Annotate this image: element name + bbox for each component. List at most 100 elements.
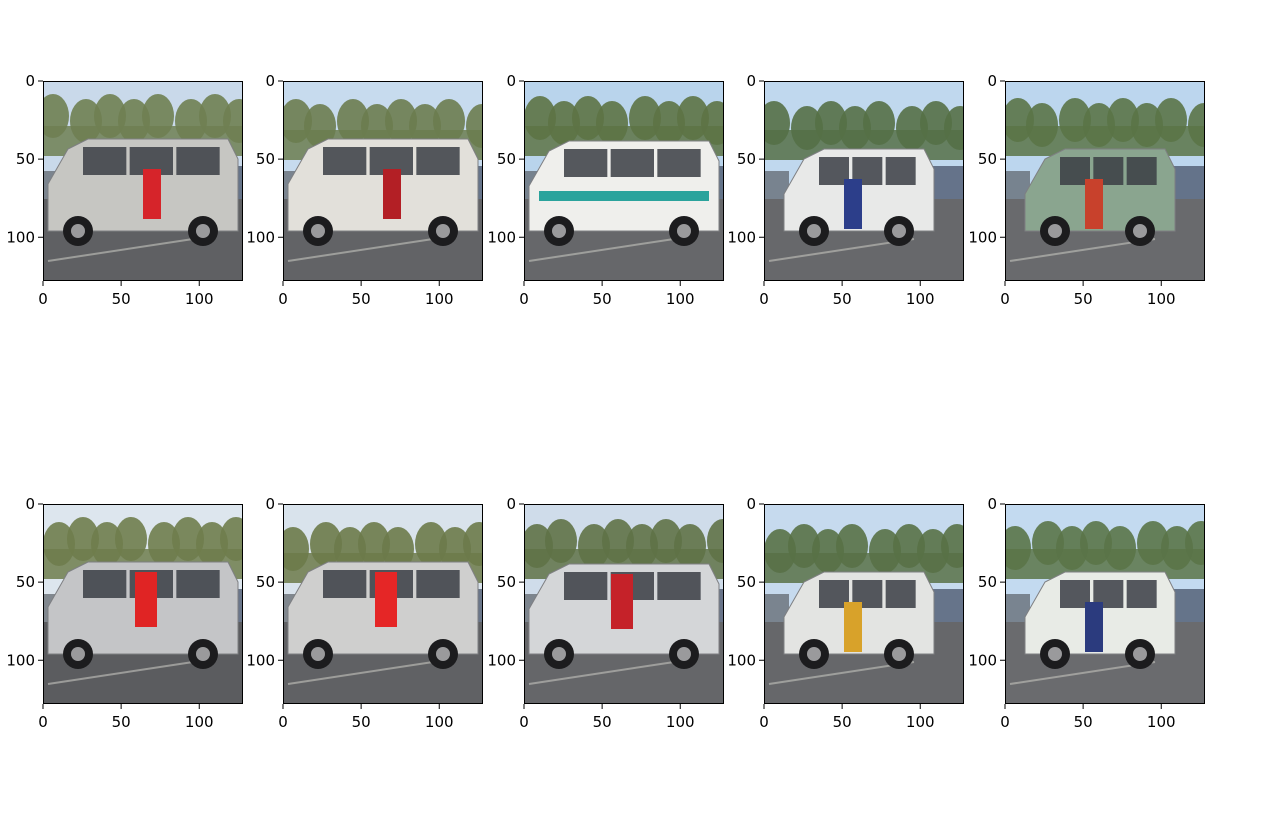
vehicle-window xyxy=(1126,157,1157,185)
y-tick-label: 0 xyxy=(265,495,275,513)
image-panel: 0 50 100 0 50 100 xyxy=(6,72,243,308)
vehicle-window xyxy=(323,147,367,175)
vehicle-accent xyxy=(539,191,709,201)
image-panel: 0 50 100 0 50 100 xyxy=(6,495,243,731)
y-tick-label: 50 xyxy=(737,573,756,591)
lane-marking xyxy=(528,238,675,262)
x-tick-label: 0 xyxy=(278,713,288,731)
x-tick-label: 0 xyxy=(278,290,288,308)
y-tick-label: 0 xyxy=(506,72,516,90)
image-panel: 0 50 100 0 50 100 xyxy=(487,495,724,731)
x-tick-label: 50 xyxy=(352,713,371,731)
x-tick-label: 50 xyxy=(352,290,371,308)
axes-frame xyxy=(764,81,964,281)
vehicle-window xyxy=(323,570,367,598)
vehicle-hubcap xyxy=(71,647,85,661)
vehicle-accent xyxy=(375,572,397,627)
vehicle-window xyxy=(885,157,916,185)
y-tick-label: 50 xyxy=(497,150,516,168)
lane-marking xyxy=(47,661,194,685)
y-tick-label: 0 xyxy=(506,495,516,513)
y-tick-label: 50 xyxy=(497,573,516,591)
x-tick-label: 100 xyxy=(1147,713,1176,731)
x-tick-label: 50 xyxy=(833,713,852,731)
axes-frame xyxy=(283,81,483,281)
vehicle-photo xyxy=(43,81,243,281)
axes-frame xyxy=(764,504,964,704)
vehicle-hubcap xyxy=(892,647,906,661)
y-tick-label: 100 xyxy=(487,651,516,669)
axes-frame xyxy=(1005,81,1205,281)
vehicle-hubcap xyxy=(196,647,210,661)
y-tick-label: 0 xyxy=(987,72,997,90)
vehicle-hubcap xyxy=(311,647,325,661)
x-tick-label: 0 xyxy=(1000,713,1010,731)
lane-marking xyxy=(287,238,434,262)
vehicle-hubcap xyxy=(552,647,566,661)
vehicle-window xyxy=(885,580,916,608)
lane-marking xyxy=(47,238,194,262)
vehicle-window xyxy=(1126,580,1157,608)
vehicle-photo xyxy=(1005,81,1205,281)
vehicle-hubcap xyxy=(677,647,691,661)
y-tick-label: 100 xyxy=(487,228,516,246)
x-tick-label: 100 xyxy=(906,290,935,308)
vehicle-hubcap xyxy=(677,224,691,238)
vehicle-photo xyxy=(524,504,724,704)
image-panel: 0 50 100 0 50 100 xyxy=(727,495,964,731)
vehicle-photo xyxy=(524,81,724,281)
y-tick-label: 0 xyxy=(25,495,35,513)
vehicle-hubcap xyxy=(436,224,450,238)
vehicle-hubcap xyxy=(1048,224,1062,238)
x-tick-label: 0 xyxy=(1000,290,1010,308)
vehicle-window xyxy=(416,147,460,175)
x-tick-label: 50 xyxy=(1074,713,1093,731)
vehicle-window xyxy=(416,570,460,598)
axes-frame xyxy=(43,504,243,704)
vehicle-hubcap xyxy=(1133,224,1147,238)
x-tick-label: 0 xyxy=(519,713,529,731)
x-tick-label: 100 xyxy=(666,713,695,731)
y-tick-label: 0 xyxy=(746,495,756,513)
y-tick-label: 100 xyxy=(246,228,275,246)
vehicle-hubcap xyxy=(196,224,210,238)
vehicle-hubcap xyxy=(892,224,906,238)
x-tick-label: 100 xyxy=(425,713,454,731)
vehicle-accent xyxy=(844,602,862,652)
axes-frame xyxy=(524,504,724,704)
y-tick-label: 50 xyxy=(256,573,275,591)
vehicle-photo xyxy=(764,81,964,281)
vehicle-accent xyxy=(1085,602,1103,652)
vehicle-window xyxy=(657,149,701,177)
x-tick-label: 0 xyxy=(38,713,48,731)
y-tick-label: 100 xyxy=(6,228,35,246)
x-tick-label: 50 xyxy=(112,713,131,731)
vehicle-hubcap xyxy=(1133,647,1147,661)
x-tick-label: 0 xyxy=(38,290,48,308)
vehicle-hubcap xyxy=(436,647,450,661)
vehicle-hubcap xyxy=(311,224,325,238)
axes-frame xyxy=(283,504,483,704)
x-tick-label: 100 xyxy=(425,290,454,308)
vehicle-window xyxy=(83,570,127,598)
x-tick-label: 0 xyxy=(519,290,529,308)
vehicle-accent xyxy=(143,169,161,219)
vehicle-accent xyxy=(1085,179,1103,229)
image-panel: 0 50 100 0 50 100 xyxy=(968,72,1205,308)
y-tick-label: 100 xyxy=(968,651,997,669)
y-tick-label: 0 xyxy=(746,72,756,90)
y-tick-label: 100 xyxy=(727,228,756,246)
image-panel: 0 50 100 0 50 100 xyxy=(246,495,483,731)
y-tick-label: 100 xyxy=(727,651,756,669)
vehicle-hubcap xyxy=(71,224,85,238)
vehicle-window xyxy=(564,572,608,600)
vehicle-window xyxy=(83,147,127,175)
image-panel: 0 50 100 0 50 100 xyxy=(246,72,483,308)
vehicle-hubcap xyxy=(1048,647,1062,661)
vehicle-accent xyxy=(844,179,862,229)
image-panel: 0 50 100 0 50 100 xyxy=(968,495,1205,731)
x-tick-label: 100 xyxy=(185,713,214,731)
image-panel: 0 50 100 0 50 100 xyxy=(727,72,964,308)
vehicle-accent xyxy=(383,169,401,219)
vehicle-photo xyxy=(764,504,964,704)
